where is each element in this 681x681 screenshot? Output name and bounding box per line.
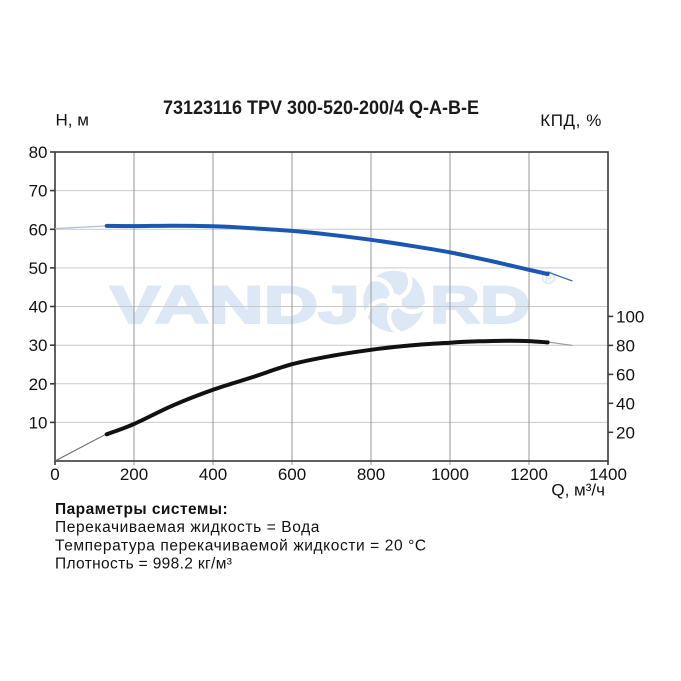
svg-text:70: 70 xyxy=(29,182,48,201)
svg-text:Параметры системы:: Параметры системы: xyxy=(55,501,228,518)
svg-text:R: R xyxy=(545,274,552,284)
svg-text:50: 50 xyxy=(29,259,48,278)
svg-text:600: 600 xyxy=(278,465,306,484)
svg-text:40: 40 xyxy=(616,394,635,413)
svg-text:80: 80 xyxy=(616,336,635,355)
svg-text:1200: 1200 xyxy=(510,465,548,484)
svg-text:80: 80 xyxy=(29,143,48,162)
svg-text:Перекачиваемая жидкость = Вода: Перекачиваемая жидкость = Вода xyxy=(55,519,320,536)
svg-text:Н, м: Н, м xyxy=(56,111,89,130)
svg-text:200: 200 xyxy=(120,465,148,484)
svg-text:RD: RD xyxy=(430,276,530,335)
svg-text:20: 20 xyxy=(616,423,635,442)
svg-text:1000: 1000 xyxy=(431,465,469,484)
svg-text:КПД, %: КПД, % xyxy=(540,111,602,130)
svg-text:Q, м³/ч: Q, м³/ч xyxy=(551,481,605,500)
svg-text:30: 30 xyxy=(29,336,48,355)
svg-text:Температура перекачиваемой жид: Температура перекачиваемой жидкости = 20… xyxy=(55,537,427,554)
svg-text:400: 400 xyxy=(199,465,227,484)
svg-text:20: 20 xyxy=(29,375,48,394)
svg-text:1400: 1400 xyxy=(589,465,627,484)
svg-text:VANDJ: VANDJ xyxy=(110,276,360,335)
svg-text:0: 0 xyxy=(50,465,59,484)
svg-text:800: 800 xyxy=(357,465,385,484)
svg-text:Плотность = 998.2 кг/м³: Плотность = 998.2 кг/м³ xyxy=(55,556,232,573)
svg-text:10: 10 xyxy=(29,413,48,432)
svg-text:60: 60 xyxy=(29,220,48,239)
svg-text:40: 40 xyxy=(29,298,48,317)
svg-text:60: 60 xyxy=(616,365,635,384)
svg-text:100: 100 xyxy=(616,307,644,326)
svg-text:73123116 TPV 300-520-200/4 Q-A: 73123116 TPV 300-520-200/4 Q-A-B-E xyxy=(163,98,479,119)
